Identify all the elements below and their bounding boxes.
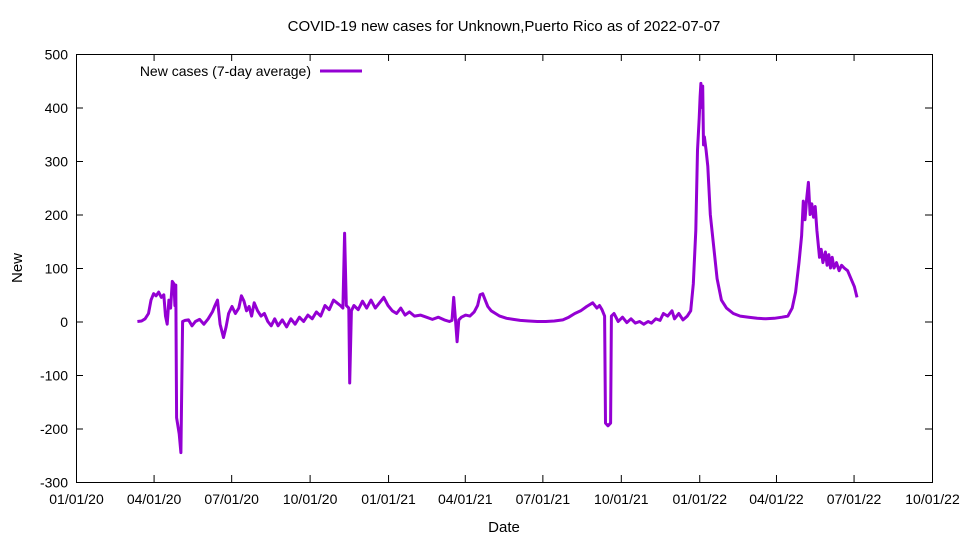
y-tick-label: 100 [45, 261, 69, 277]
y-axis-label: New [9, 253, 26, 283]
x-tick-label: 04/01/20 [127, 491, 182, 507]
x-tick-label: 07/01/21 [516, 491, 571, 507]
x-tick-label: 10/01/22 [905, 491, 960, 507]
x-tick-label: 01/01/22 [672, 491, 727, 507]
x-tick-label: 04/01/22 [749, 491, 804, 507]
x-tick-label: 01/01/21 [361, 491, 416, 507]
plot-frame [76, 54, 933, 483]
series-line [137, 81, 859, 455]
legend-label: New cases (7-day average) [140, 63, 311, 79]
y-tick-label: 300 [45, 154, 69, 170]
y-tick-label: -100 [40, 368, 68, 384]
x-tick-label: 07/01/22 [827, 491, 882, 507]
x-tick-label: 04/01/21 [438, 491, 493, 507]
chart-title: COVID-19 new cases for Unknown,Puerto Ri… [288, 18, 721, 35]
x-axis-ticks: 01/01/20 04/01/20 07/01/20 10/01/20 01/01/21… [49, 54, 960, 507]
x-tick-label: 01/01/20 [49, 491, 104, 507]
y-tick-label: -300 [40, 475, 68, 491]
y-tick-label: -200 [40, 421, 68, 437]
x-axis-label: Date [488, 519, 520, 536]
x-tick-label: 10/01/20 [283, 491, 338, 507]
x-tick-label: 10/01/21 [594, 491, 649, 507]
y-tick-label: 200 [45, 207, 69, 223]
legend: New cases (7-day average) [140, 63, 362, 79]
series-layer [137, 81, 859, 455]
y-tick-label: 500 [45, 47, 69, 63]
y-tick-label: 0 [60, 314, 68, 330]
y-axis-ticks: -300 -200 -100 0 100 200 300 400 500 [40, 47, 932, 491]
x-tick-label: 07/01/20 [204, 491, 259, 507]
y-tick-label: 400 [45, 100, 69, 116]
